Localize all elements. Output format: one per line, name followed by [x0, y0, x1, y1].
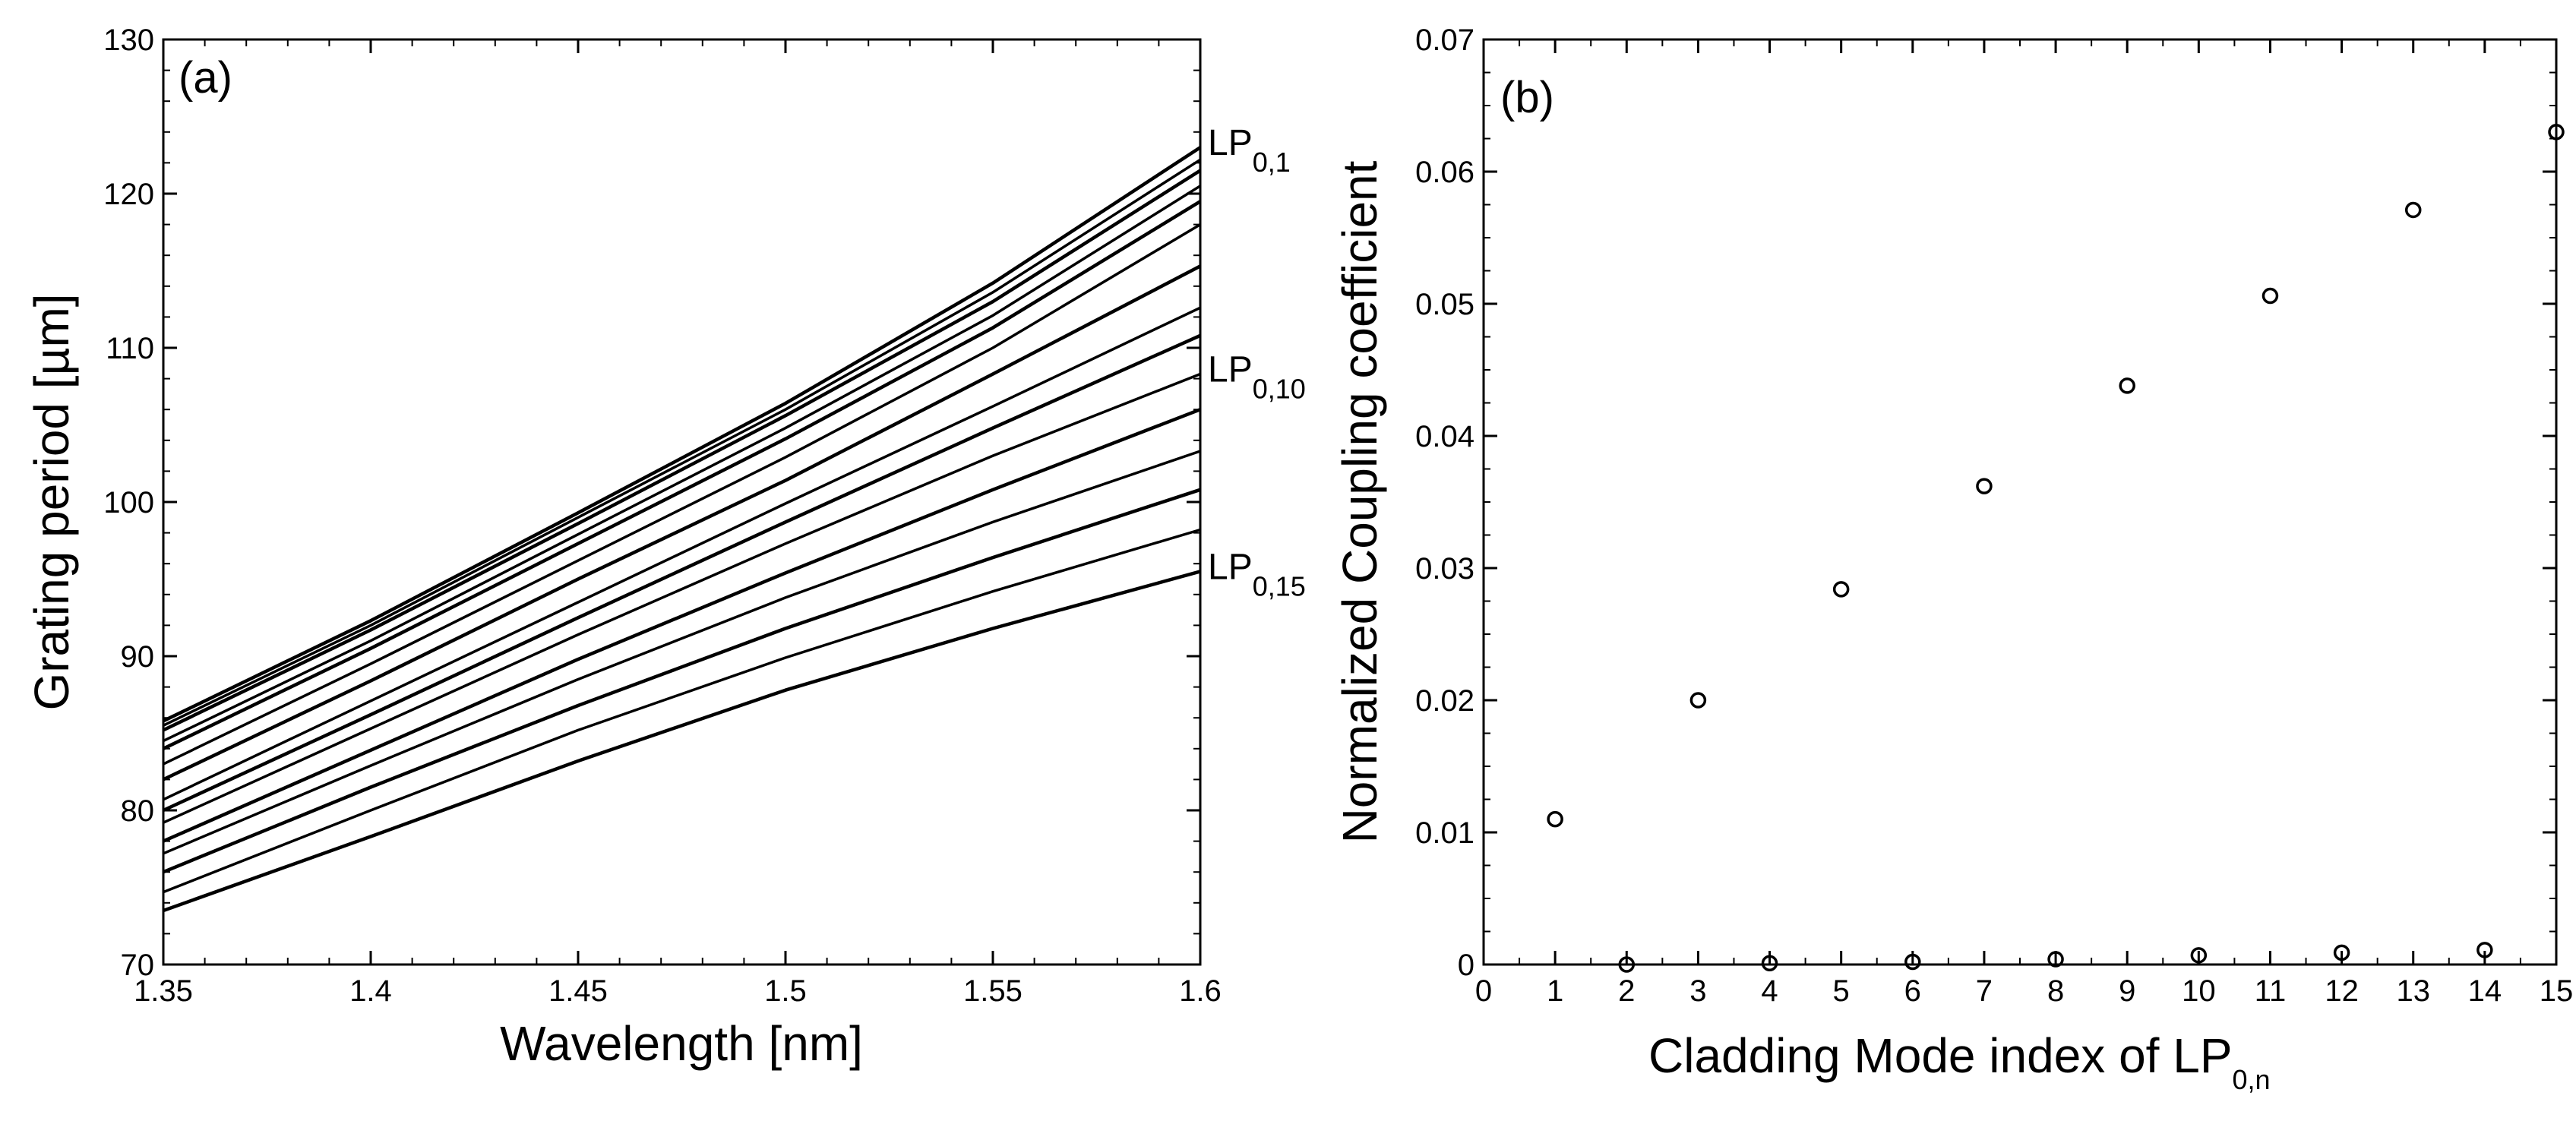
mode-annotation: LP0,10: [1208, 350, 1306, 405]
y-tick-label: 0.04: [1415, 420, 1474, 453]
mode-annotation: LP0,1: [1208, 123, 1291, 178]
scatter-point-mode-11: [2262, 287, 2279, 305]
y-tick-label: 110: [106, 332, 154, 365]
series-line-lp0-1: [163, 146, 1202, 723]
series-line-lp0-13: [163, 488, 1201, 874]
panel-b-x-axis-label-sub: 0,n: [2233, 1064, 2271, 1095]
scatter-point-mode-9: [2119, 377, 2135, 394]
mode-annotation: LP0,15: [1208, 547, 1306, 601]
panel-a-y-axis-label: Grating period [µm]: [24, 293, 79, 710]
x-tick-label: 14: [2468, 974, 2502, 1008]
scatter-point-mode-7: [1976, 478, 1993, 494]
y-tick-label: 120: [103, 178, 154, 211]
panel-b: 0 1 2 3 4 5 6 7 8 9 10 11 12 13 14 1500.010.020.030.040…: [1332, 24, 2573, 1095]
y-tick-label: 0.07: [1415, 24, 1474, 57]
series-line-lp0-12: [163, 450, 1201, 855]
x-tick-label: 9: [2119, 974, 2135, 1008]
x-tick-label: 2: [1618, 974, 1635, 1008]
x-tick-label: 3: [1689, 974, 1706, 1008]
panel-b-axes-box: [1482, 38, 2558, 966]
x-tick-label: 8: [2047, 974, 2064, 1008]
y-tick-label: 0.06: [1415, 156, 1474, 189]
y-tick-label: 100: [103, 486, 154, 519]
y-tick-label: 130: [103, 24, 154, 57]
series-line-lp0-9: [163, 333, 1201, 813]
x-tick-label: 0: [1475, 974, 1492, 1008]
series-line-lp0-8: [163, 306, 1201, 801]
series-line-lp0-5: [163, 200, 1202, 750]
x-tick-label: 1.55: [963, 974, 1022, 1008]
x-tick-label: 4: [1761, 974, 1778, 1008]
panel-b-plot-area: [1547, 124, 2565, 973]
series-line-lp0-7: [163, 264, 1202, 781]
panel-a-label: (a): [179, 53, 232, 103]
y-tick-label: 0.02: [1415, 684, 1474, 718]
x-tick-label: 5: [1833, 974, 1850, 1008]
y-tick-label: 80: [121, 794, 155, 828]
y-tick-label: 0.03: [1415, 552, 1474, 586]
x-tick-label: 6: [1904, 974, 1921, 1008]
series-line-lp0-15: [163, 570, 1201, 913]
panel-a-annotations: LP0,1 LP0,10 LP0,15: [1208, 123, 1306, 601]
x-tick-label: 7: [1976, 974, 1993, 1008]
series-line-lp0-2: [163, 158, 1201, 727]
panel-a-x-axis-label: Wavelength [nm]: [500, 1016, 863, 1071]
x-tick-label: 13: [2396, 974, 2430, 1008]
y-tick-label: 0.05: [1415, 288, 1474, 321]
scatter-point-mode-3: [1689, 692, 1707, 709]
panel-a-axes-box: [162, 38, 1202, 966]
scatter-point-mode-13: [2404, 201, 2422, 219]
scatter-point-mode-5: [1832, 581, 1850, 598]
series-line-lp0-3: [163, 169, 1202, 732]
panel-a-plot-area: [163, 146, 1202, 913]
series-line-lp0-11: [163, 408, 1201, 843]
panel-b-ticks: 0 1 2 3 4 5 6 7 8 9 10 11 12 13 14 1500.010.020.030.040…: [1415, 24, 2573, 1008]
x-tick-label: 1.6: [1179, 974, 1222, 1008]
x-tick-label: 1.45: [548, 974, 608, 1008]
x-tick-label: 1.4: [349, 974, 392, 1008]
panel-b-x-axis-label: Cladding Mode index of LP0,n: [1648, 1028, 2271, 1095]
y-tick-label: 0: [1458, 949, 1474, 982]
x-tick-label: 12: [2325, 974, 2359, 1008]
panel-a-ticks: 1.35 1.4 1.45 1.5 1.55 1.6 70 80 90 100 110 120 130: [103, 24, 1222, 1008]
series-line-lp0-4: [163, 185, 1201, 743]
x-tick-label: 1.35: [134, 974, 193, 1008]
series-line-lp0-6: [163, 223, 1201, 766]
panel-b-label: (b): [1500, 73, 1554, 122]
y-tick-label: 90: [121, 640, 155, 674]
x-tick-label: 1: [1547, 974, 1563, 1008]
y-tick-label: 0.01: [1415, 816, 1474, 850]
x-tick-label: 11: [2255, 974, 2287, 1008]
series-line-lp0-10: [163, 372, 1201, 824]
x-tick-label: 10: [2182, 974, 2216, 1008]
panel-b-x-axis-label-main: Cladding Mode index of LP: [1648, 1028, 2233, 1083]
scatter-point-mode-1: [1547, 810, 1563, 828]
panel-b-y-axis-label: Normalized Coupling coefficient: [1332, 160, 1387, 843]
y-tick-label: 70: [121, 949, 155, 982]
x-tick-label: 15: [2540, 974, 2574, 1008]
x-tick-label: 1.5: [764, 974, 807, 1008]
series-line-lp0-14: [163, 528, 1201, 894]
panel-a: 1.35 1.4 1.45 1.5 1.55 1.6708090100110120130 …: [24, 24, 1306, 1071]
